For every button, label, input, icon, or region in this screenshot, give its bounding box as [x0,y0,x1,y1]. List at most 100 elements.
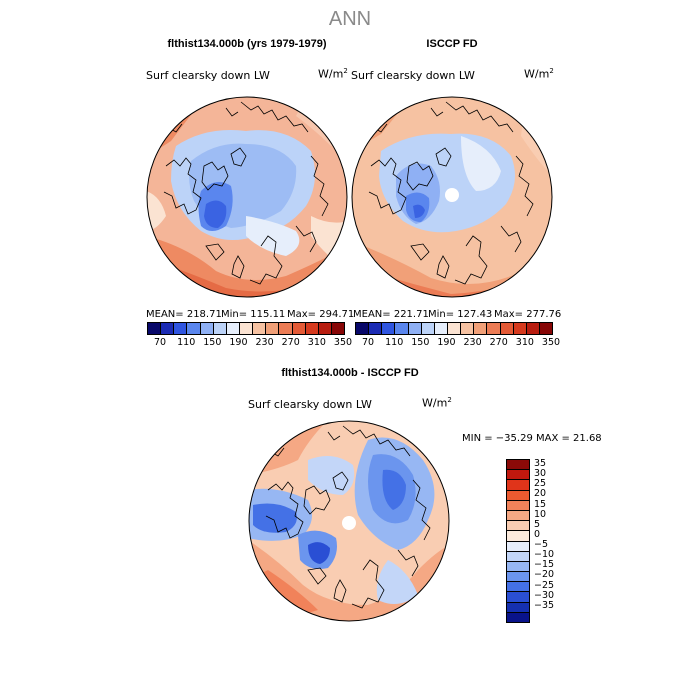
colorbar-tick-label: 310 [307,337,326,348]
right-min-label: Min= 127.43 [428,309,493,320]
diff-colorbar [506,459,530,623]
colorbar-swatch [318,323,332,334]
colorbar-tick-label: 150 [203,337,222,348]
colorbar-swatch [200,323,214,334]
colorbar-tick-label: 150 [411,337,430,348]
left-max-label: Max= 294.71 [287,309,355,320]
colorbar-swatch [253,323,267,334]
colorbar-swatch [187,323,201,334]
colorbar-swatch [356,323,370,334]
colorbar-swatch [526,323,540,334]
right-mean-label: MEAN= 221.71 [353,309,429,320]
colorbar-swatch [408,323,422,334]
colorbar-swatch [226,323,240,334]
colorbar-tick-label: −35 [534,599,555,611]
right-variable-label: Surf clearsky down LW [351,69,475,82]
left-colorbar [147,322,345,335]
colorbar-swatch [292,323,306,334]
diff-units-label: W/m2 [422,396,452,410]
colorbar-tick-label: 35 [534,458,547,470]
diff-variable-label: Surf clearsky down LW [248,398,372,411]
colorbar-tick-label: −10 [534,549,555,561]
colorbar-swatch [507,510,529,522]
colorbar-swatch [500,323,514,334]
colorbar-swatch [513,323,527,334]
colorbar-swatch [266,323,280,334]
colorbar-swatch [507,561,529,573]
diff-minmax-label: MIN = −35.29 MAX = 21.68 [462,433,602,444]
colorbar-tick-label: 70 [154,337,167,348]
colorbar-swatch [239,323,254,334]
colorbar-tick-label: 30 [534,468,547,480]
colorbar-tick-label: −20 [534,569,555,581]
colorbar-tick-label: −25 [534,579,555,591]
colorbar-swatch [539,323,553,334]
colorbar-swatch [421,323,435,334]
colorbar-tick-label: 350 [333,337,353,348]
left-panel-title: flthist134.000b (yrs 1979-1979) [167,38,327,50]
diff-units-text: W/m [422,396,448,410]
colorbar-swatch [507,480,529,491]
left-units-label: W/m2 [318,67,348,81]
left-min-label: Min= 115.11 [221,309,286,320]
colorbar-tick-label: 190 [229,337,248,348]
diff-units-exponent: 2 [447,396,452,404]
right-polar-map [351,96,553,298]
right-max-label: Max= 277.76 [494,309,562,320]
right-panel-title: ISCCP FD [426,38,478,50]
right-colorbar [355,322,553,335]
colorbar-swatch [507,460,529,471]
right-units-text: W/m [524,67,550,81]
colorbar-swatch [507,541,529,552]
colorbar-swatch [148,323,162,334]
colorbar-swatch [174,323,188,334]
left-mean-label: MEAN= 218.71 [146,309,222,320]
colorbar-tick-label: 310 [515,337,534,348]
colorbar-swatch [487,323,501,334]
colorbar-swatch [305,323,319,334]
colorbar-swatch [507,602,529,613]
colorbar-swatch [434,323,448,334]
colorbar-tick-label: 110 [177,337,196,348]
colorbar-swatch [474,323,488,334]
colorbar-tick-label: 110 [385,337,404,348]
colorbar-swatch [331,323,345,334]
colorbar-swatch [507,521,529,532]
diff-polar-map [248,420,450,622]
colorbar-tick-label: 25 [534,478,547,490]
colorbar-tick-label: 270 [281,337,300,348]
colorbar-tick-label: 270 [489,337,508,348]
colorbar-swatch [507,612,529,622]
colorbar-tick-label: −30 [534,589,555,601]
colorbar-tick-label: 70 [362,337,375,348]
colorbar-swatch [369,323,383,334]
colorbar-tick-label: 15 [534,498,547,510]
left-units-exponent: 2 [343,67,348,75]
colorbar-swatch [161,323,175,334]
colorbar-swatch [507,592,529,603]
colorbar-swatch [507,551,529,562]
colorbar-swatch [213,323,227,334]
colorbar-swatch [461,323,475,334]
colorbar-swatch [507,500,529,511]
colorbar-swatch [507,470,529,481]
right-units-label: W/m2 [524,67,554,81]
colorbar-swatch [507,582,529,593]
colorbar-swatch [447,323,462,334]
colorbar-tick-label: 230 [255,337,274,348]
left-variable-label: Surf clearsky down LW [146,69,270,82]
colorbar-swatch [395,323,409,334]
colorbar-tick-label: −5 [534,539,549,551]
colorbar-swatch [279,323,293,334]
colorbar-swatch [382,323,396,334]
right-units-exponent: 2 [549,67,554,75]
colorbar-tick-label: 0 [534,528,541,540]
figure-title: ANN [328,8,372,30]
diff-panel-title: flthist134.000b - ISCCP FD [281,367,419,379]
colorbar-tick-label: 20 [534,488,547,500]
colorbar-tick-label: 350 [541,337,561,348]
colorbar-swatch [507,490,529,501]
colorbar-tick-label: 10 [534,508,547,520]
colorbar-tick-label: −15 [534,559,555,571]
